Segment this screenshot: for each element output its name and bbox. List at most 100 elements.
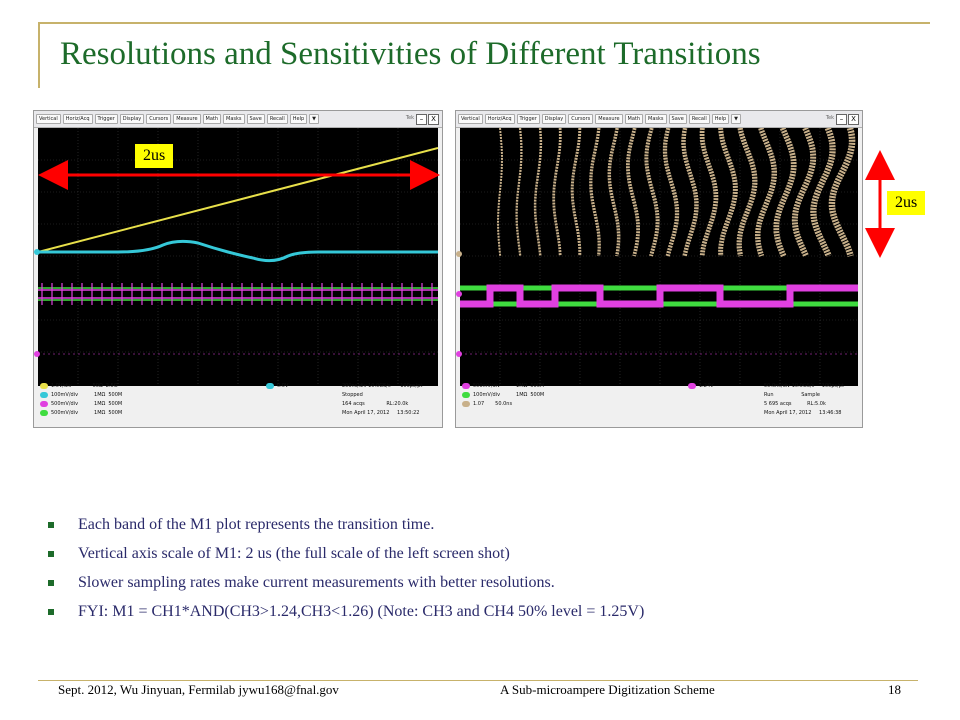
m1-position: 50.0ns [495,401,513,407]
ch3-pill-icon [462,383,470,389]
menu-measure[interactable]: Measure [595,114,623,124]
right-acq-mode: Run Sample [764,392,820,398]
ch4-bandwidth: 500M [108,410,123,416]
time-per-point: 100ps/pt [400,383,423,389]
sample-rate: 10.0GS/s [791,383,815,389]
timebase-scale: 200ns/div [342,383,367,389]
menu-trigger[interactable]: Trigger [516,114,540,124]
left-ch3-readout[interactable]: 500mV/div 1MΩ 500M [40,401,122,407]
ch3-bandwidth: 500M [108,401,123,407]
menu-masks[interactable]: Masks [223,114,245,124]
ch-marker-m1[interactable] [456,251,462,257]
m1-band [589,128,601,257]
ch3-ch4-digital-band [460,284,858,308]
ch3-termination: 1MΩ [94,401,106,407]
record-length: RL:20.0k [386,401,409,407]
close-icon[interactable]: X [848,114,859,125]
acq-date: Mon April 17, 2012 [764,410,812,416]
right-waveform-display [460,128,858,386]
menu-measure[interactable]: Measure [173,114,201,124]
m1-band [497,128,503,257]
title-accent-horizontal [38,22,930,24]
m1-transition-bands [497,128,856,258]
menu-math[interactable]: Math [202,114,222,124]
right-m1-readout[interactable]: 1.07 50.0ns [462,401,512,407]
bullet-item: FYI: M1 = CH1*AND(CH3>1.24,CH3<1.26) (No… [48,603,644,621]
left-ch1-readout[interactable]: 1.0V/div 50Ω 2.5G [40,383,118,389]
m1-scale: 1.07 [473,401,485,407]
ch2-trace [38,239,438,263]
ch1-pill-icon [40,383,48,389]
menu-save[interactable]: Save [668,114,687,124]
acq-count: 164 acqs [342,401,365,407]
menu-trigger[interactable]: Trigger [94,114,118,124]
bullet-text: Vertical axis scale of M1: 2 us (the ful… [78,545,510,562]
menu-horiz-acq[interactable]: Horiz/Acq [484,114,515,124]
right-timebase[interactable]: 50.0ns/div 10.0GS/s 100ps/pt [764,383,844,389]
record-length: RL:5.0k [807,401,826,407]
ch-marker-math[interactable] [456,351,462,357]
m1-band [515,128,523,257]
m1-band [810,128,836,258]
right-date-time: Mon April 17, 2012 13:46:38 [764,410,841,416]
menu-horiz-acq[interactable]: Horiz/Acq [62,114,93,124]
menu-save[interactable]: Save [246,114,265,124]
menu-cursors[interactable]: Cursors [146,114,172,124]
left-scope-toolbar: Vertical Horiz/Acq Trigger Display Curso… [34,111,442,128]
ch3-bandwidth: 500M [530,383,545,389]
m1-band [570,128,582,256]
ch-marker-ch2[interactable] [34,249,40,255]
left-scope-status-bar: 1.0V/div 50Ω 2.5G 100mV/div 1MΩ 500M 500… [34,381,442,427]
menu-math[interactable]: Math [624,114,644,124]
menu-help[interactable]: Help [289,114,308,124]
menu-vertical[interactable]: Vertical [458,114,483,124]
footer-author: Sept. 2012, Wu Jinyuan, Fermilab jywu168… [58,682,339,697]
minimize-icon[interactable]: – [416,114,427,125]
m1-band [718,128,738,257]
acq-mode: Sample [801,392,820,398]
close-icon[interactable]: X [428,114,439,125]
m1-band [607,128,621,257]
left-ch4-readout[interactable]: 500mV/div 1MΩ 500M [40,410,122,416]
right-ch2-readout[interactable]: 100mV/div 1MΩ 500M [462,392,544,398]
left-ch2-readout[interactable]: 100mV/div 1MΩ 500M [40,392,122,398]
timebase-scale: 50.0ns/div [764,383,791,389]
menu-masks[interactable]: Masks [645,114,667,124]
menu-cursors[interactable]: Cursors [568,114,594,124]
ch4-pill-icon [462,392,470,398]
slide-title: Resolutions and Sensitivities of Differe… [60,36,761,72]
menu-more-chevron-icon[interactable]: ▼ [309,114,319,124]
menu-more-chevron-icon[interactable]: ▼ [731,114,741,124]
right-ch3-readout[interactable]: 500mV/div 1MΩ 500M [462,383,544,389]
tek-logo: Tek [825,115,834,121]
m1-band [828,128,856,257]
ch4-termination: 1MΩ [94,410,106,416]
menu-recall[interactable]: Recall [688,114,710,124]
menu-display[interactable]: Display [541,114,567,124]
ch2-termination: 1MΩ [94,392,106,398]
ch3-pill-icon [40,401,48,407]
menu-display[interactable]: Display [119,114,145,124]
right-acq-count: 5 695 acqs RL:5.0k [764,401,826,407]
bullet-item: Vertical axis scale of M1: 2 us (the ful… [48,545,644,563]
bullet-square-icon [48,580,54,586]
time-per-point: 100ps/pt [821,383,844,389]
minimize-icon[interactable]: – [836,114,847,125]
sample-rate: 10.0GS/s [368,383,391,389]
ch-marker-ch3[interactable] [456,291,462,297]
ch4-pill-icon [40,410,48,416]
menu-vertical[interactable]: Vertical [36,114,61,124]
bullet-item: Each band of the M1 plot represents the … [48,516,644,534]
acq-state: Stopped [342,392,363,398]
bullet-item: Slower sampling rates make current measu… [48,574,644,592]
ch1-scale: 1.0V/div [51,383,72,389]
left-trigger-readout[interactable]: 0.0V [266,383,288,389]
left-timebase[interactable]: 200ns/div 10.0GS/s 100ps/pt [342,383,422,389]
menu-help[interactable]: Help [711,114,730,124]
right-trigger-readout[interactable]: 1.24V [688,383,714,389]
m1-band [533,128,543,257]
m1-band [662,128,680,257]
menu-recall[interactable]: Recall [266,114,288,124]
ch-marker-math[interactable] [34,351,40,357]
